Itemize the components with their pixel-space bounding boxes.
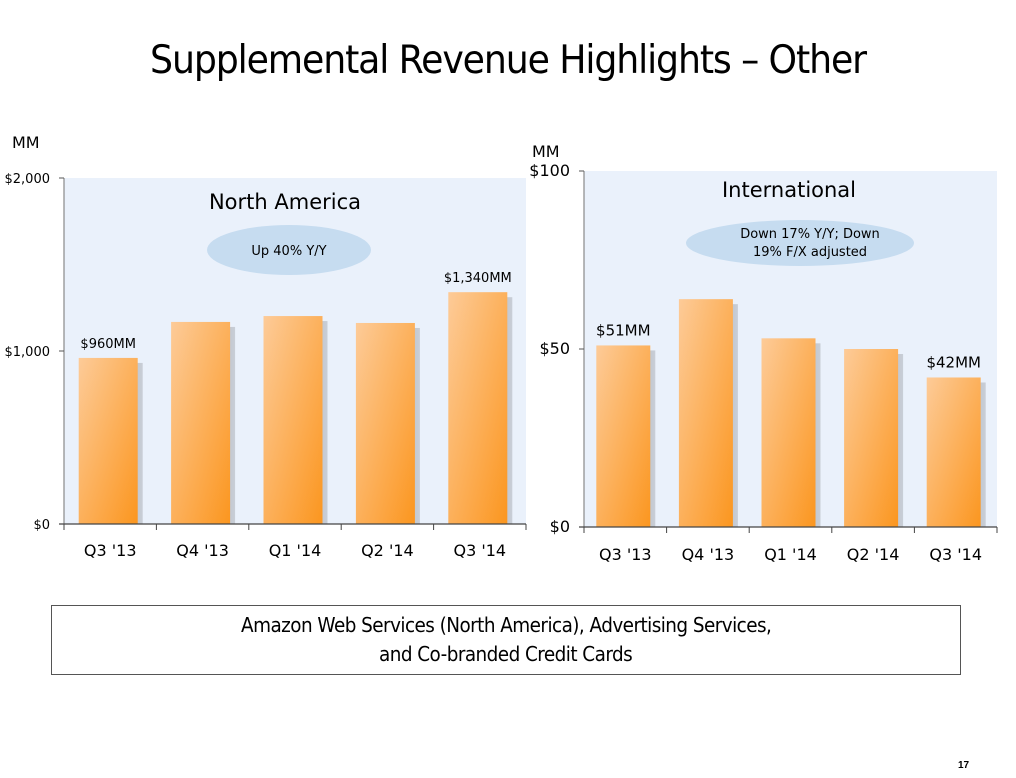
footnote-box: Amazon Web Services (North America), Adv… [51,605,961,675]
data-label: $42MM [926,353,981,371]
bar [844,349,899,527]
bar [263,316,323,524]
bubble-text: Up 40% Y/Y [251,244,326,259]
annotation-bubble: Up 40% Y/Y [207,225,371,275]
x-tick-label: Q1 '14 [764,545,817,564]
y-tick-label: $2,000 [5,172,51,187]
x-tick-label: Q2 '14 [361,541,414,560]
y-tick-label: $1,000 [5,345,51,360]
data-label: $960MM [80,337,136,352]
plot-area: $0 $1,000 $2,000 $960MM Q3 '13 Q4 '13 Q1 '14 Q2… [5,172,527,560]
slide-title: Supplemental Revenue Highlights – Other [150,38,867,83]
bar [78,357,138,524]
x-tick-label: Q3 '13 [84,541,137,560]
bar [171,321,231,524]
panel-title: North America [209,190,361,214]
x-tick-label: Q1 '14 [269,541,322,560]
data-label: $51MM [596,321,651,339]
bar [678,299,733,527]
y-tick-label: $0 [550,517,570,536]
footnote-line-1: Amazon Web Services (North America), Adv… [240,613,772,637]
x-tick-label: Q3 '14 [929,545,982,564]
data-label: $1,340MM [444,271,512,286]
bar [355,322,415,524]
y-unit-label: MM [12,133,40,152]
x-tick-label: Q3 '13 [599,545,652,564]
bar [761,338,816,527]
x-tick-label: Q4 '13 [682,545,735,564]
x-tick-label: Q3 '14 [453,541,506,560]
bubble-shape [207,225,371,275]
page-number: 17 [958,760,970,771]
bubble-text-line-2: 19% F/X adjusted [753,245,867,260]
bar [448,292,508,524]
bar [926,377,981,527]
y-tick-label: $0 [33,518,50,533]
bubble-shape [686,220,914,266]
annotation-bubble: Down 17% Y/Y; Down 19% F/X adjusted [686,220,914,266]
x-tick-label: Q4 '13 [176,541,229,560]
y-tick-label: $100 [529,161,570,180]
x-tick-label: Q2 '14 [847,545,900,564]
y-tick-label: $50 [539,339,570,358]
bubble-text-line-1: Down 17% Y/Y; Down [740,227,880,242]
bar [596,345,651,527]
y-unit-label: MM [532,142,560,161]
panel-title: International [722,178,856,202]
footnote-line-2: and Co-branded Credit Cards [379,642,633,666]
